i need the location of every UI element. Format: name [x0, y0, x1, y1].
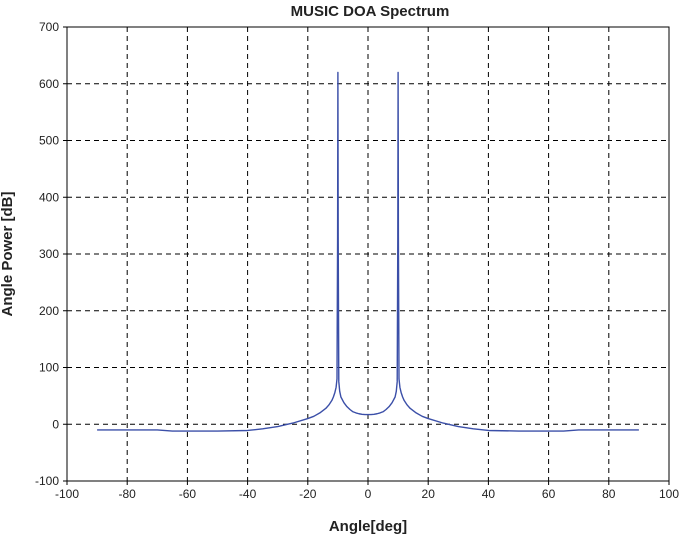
x-axis-ticks: -100 -80 -60 -40 -20 0 20 40 60 80 100: [55, 481, 679, 501]
x-tick-label: -40: [239, 487, 257, 501]
x-tick-label: 60: [542, 487, 556, 501]
y-tick-label: 100: [39, 361, 59, 375]
y-tick-label: 700: [39, 20, 59, 34]
y-tick-label: 500: [39, 134, 59, 148]
x-tick-label: 100: [659, 487, 679, 501]
grid: [67, 27, 669, 481]
x-tick-label: -100: [55, 487, 79, 501]
x-tick-label: 40: [482, 487, 496, 501]
y-tick-label: 400: [39, 190, 59, 204]
x-tick-label: 80: [602, 487, 616, 501]
x-tick-label: 0: [365, 487, 372, 501]
chart-title: MUSIC DOA Spectrum: [291, 3, 450, 20]
x-tick-label: -80: [119, 487, 137, 501]
x-tick-label: -20: [299, 487, 317, 501]
y-tick-label: -100: [35, 474, 59, 488]
x-axis-label: Angle[deg]: [329, 518, 407, 535]
y-tick-label: 600: [39, 77, 59, 91]
y-tick-label: 300: [39, 247, 59, 261]
y-tick-label: 200: [39, 304, 59, 318]
y-axis-ticks: -100 0 100 200 300 400 500 600 700: [35, 20, 67, 488]
y-tick-label: 0: [52, 417, 59, 431]
x-tick-label: 20: [422, 487, 436, 501]
x-tick-label: -60: [179, 487, 197, 501]
y-axis-label: Angle Power [dB]: [0, 191, 16, 316]
series-layer: [97, 71, 639, 432]
plot-frame: [66, 26, 670, 482]
series-line-0: [97, 71, 639, 432]
